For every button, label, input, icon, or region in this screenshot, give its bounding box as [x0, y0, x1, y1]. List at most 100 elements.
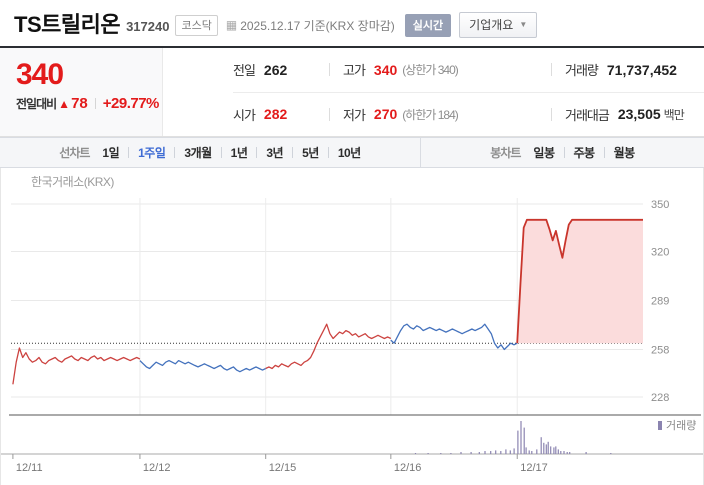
volume-bar [547, 441, 549, 454]
volume-legend-icon [658, 421, 662, 430]
divider [128, 147, 130, 158]
divider [292, 147, 294, 158]
price-line-12-16 [390, 323, 518, 351]
volume-bar [550, 446, 552, 454]
current-price: 340 [16, 58, 64, 91]
divider [220, 147, 222, 158]
volume-bar [531, 451, 533, 454]
volume-bar [525, 447, 527, 454]
tab-10y[interactable]: 10년 [337, 146, 361, 160]
stat-label: 거래대금 [565, 107, 610, 123]
stat-extra: (하한가 184) [402, 107, 458, 122]
x-axis-label: 12/12 [143, 462, 171, 474]
x-axis-label: 12/15 [269, 462, 297, 474]
volume-bar [490, 451, 492, 454]
volume-bar [513, 448, 515, 454]
volume-bar [500, 451, 502, 454]
y-axis-label: 350 [651, 199, 669, 211]
volume-bar [560, 451, 562, 454]
volume-bar [563, 451, 565, 454]
volume-bar [610, 453, 612, 454]
stat-label: 전일 [233, 63, 256, 79]
tab-1d[interactable]: 1일 [102, 146, 120, 160]
volume-bar [484, 451, 486, 454]
price-line-12-17 [516, 218, 643, 344]
divider [174, 147, 176, 158]
stat-value: 282 [263, 106, 288, 123]
volume-bar [566, 452, 568, 454]
line-chart-group-label: 선차트 [59, 146, 90, 160]
volume-bar [517, 430, 519, 454]
market-badge: 코스닥 [175, 14, 218, 36]
stat-value: 262 [263, 61, 288, 78]
line-chart-tab-group: 선차트 1일 1주일 3개월 1년 3년 5년 10년 [0, 144, 420, 161]
tab-1y[interactable]: 1년 [230, 146, 248, 160]
volume-bar [569, 452, 571, 454]
volume-bar [509, 450, 511, 454]
price-volume-chart-svg: 350 320 289 258 228 12/11 12/12 12/15 12/16 12/17… [1, 198, 703, 474]
stat-open: 시가 282 [233, 105, 329, 124]
tab-1w[interactable]: 1주일 [138, 146, 166, 160]
change-label: 전일대비 [16, 97, 57, 111]
divider [603, 147, 605, 158]
today-area-fill [517, 219, 643, 344]
stat-value: 340 [373, 61, 398, 78]
volume-bar [585, 452, 587, 454]
data-source-label: 한국거래소(KRX) [31, 175, 114, 189]
stat-unit: 백만 [663, 107, 685, 122]
chevron-down-icon: ▼ [519, 20, 528, 29]
calendar-icon: ▦ [225, 18, 238, 32]
tab-weekly[interactable]: 주봉 [573, 146, 596, 160]
volume-bar [440, 453, 442, 454]
divider [551, 63, 552, 77]
volume-bar [540, 437, 542, 454]
tab-daily[interactable]: 일봉 [533, 146, 555, 160]
divider [329, 63, 330, 77]
volume-bar [523, 427, 525, 454]
tab-5y[interactable]: 5년 [302, 146, 319, 160]
divider [94, 98, 96, 109]
volume-bar [505, 449, 507, 454]
price-info-panel: 340 전일대비 ▲ 78 +29.77% 전일 262 고가 340 (상한가 340… [0, 46, 704, 137]
stat-value: 23,505 [617, 106, 661, 123]
price-line-12-15 [265, 323, 392, 370]
x-axis-label: 12/16 [394, 462, 422, 474]
divider [551, 107, 552, 121]
page-header: TS트릴리온 317240 코스닥 ▦ 2025.12.17 기준(KRX 장마… [0, 0, 704, 46]
y-axis-label: 320 [651, 246, 669, 258]
tab-monthly[interactable]: 월봉 [613, 146, 636, 160]
volume-bar [553, 447, 555, 454]
realtime-badge[interactable]: 실시간 [404, 13, 452, 37]
stat-label: 거래량 [565, 63, 599, 79]
stat-volume: 거래량 71,737,452 [551, 60, 704, 79]
chart-tab-bar: 선차트 1일 1주일 3개월 1년 3년 5년 10년 봉차트 일봉 주봉 월봉 [0, 137, 704, 168]
candle-chart-group-label: 봉차트 [490, 146, 521, 160]
divider [420, 138, 421, 167]
volume-legend-label: 거래량 [666, 419, 696, 432]
volume-bar [545, 444, 547, 454]
price-line-12-11 [12, 347, 141, 385]
divider [233, 91, 704, 93]
tab-3y[interactable]: 3년 [266, 146, 284, 160]
x-axis-label: 12/17 [520, 462, 548, 474]
candle-chart-tab-group: 봉차트 일봉 주봉 월봉 [421, 144, 704, 161]
volume-bar [460, 452, 462, 454]
stock-code: 317240 [126, 18, 170, 34]
tab-3m[interactable]: 3개월 [184, 146, 212, 160]
volume-bar [543, 442, 545, 454]
stat-label: 시가 [233, 107, 256, 123]
volume-bar [557, 449, 559, 454]
x-axis-label: 12/11 [16, 462, 43, 474]
company-overview-label: 기업개요 [469, 18, 514, 32]
volume-bar [478, 452, 480, 454]
change-value: 78 [71, 95, 88, 112]
stat-prev-close: 전일 262 [233, 60, 329, 79]
volume-bar [450, 453, 452, 454]
stat-high: 고가 340 (상한가 340) [329, 60, 551, 79]
stat-value: 270 [373, 106, 398, 123]
company-overview-button[interactable]: 기업개요 ▼ [459, 12, 538, 38]
divider [256, 147, 258, 158]
volume-bar [427, 453, 429, 454]
stat-label: 고가 [343, 63, 366, 79]
volume-bar [414, 453, 417, 454]
